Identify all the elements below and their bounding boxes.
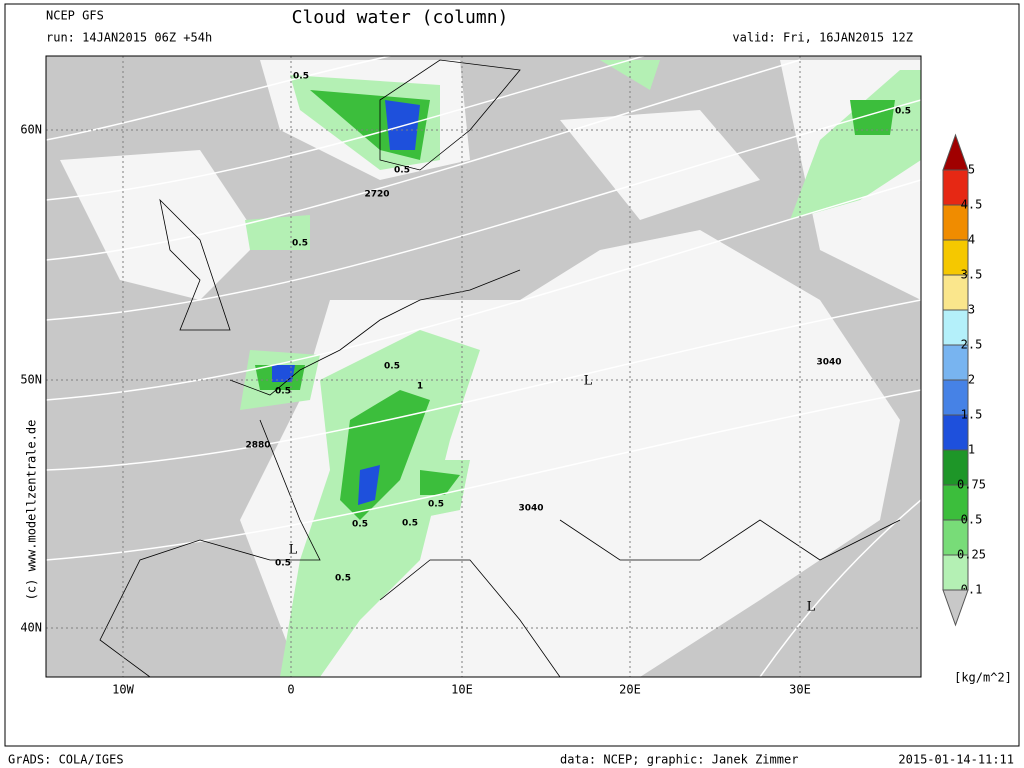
unit: [kg/m^2]	[954, 671, 1012, 685]
contour-label: 0.5	[428, 500, 444, 510]
contour-label: 0.5	[402, 519, 418, 529]
footer-middle: data: NCEP; graphic: Janek Zimmer	[560, 753, 798, 767]
run: run: 14JAN2015 06Z +54h	[46, 31, 212, 45]
title: Cloud water (column)	[292, 7, 509, 28]
colorbar-label: 3	[968, 303, 975, 317]
colorbar-box	[942, 344, 969, 381]
colorbar-box	[942, 274, 969, 311]
contour-label: 1	[417, 382, 423, 392]
frame	[4, 3, 1020, 747]
colorbar-label: 0.5	[961, 513, 983, 527]
contour-label: 0.5	[275, 559, 291, 569]
colorbar-box	[942, 519, 969, 556]
colorbar-label: 1.5	[961, 408, 983, 422]
contour-label: 2880	[245, 441, 270, 451]
contour-label: 0.5	[275, 387, 291, 397]
model: NCEP GFS	[46, 9, 104, 23]
low-marker: L	[807, 600, 816, 615]
lon-label: 30E	[789, 683, 811, 697]
colorbar-label: 0.25	[957, 548, 986, 562]
colorbar-box	[942, 204, 969, 241]
colorbar-label: 4.5	[961, 198, 983, 212]
footer-left: GrADS: COLA/IGES	[8, 753, 124, 767]
colorbar-label: 1	[968, 443, 975, 457]
contour-label: 0.5	[384, 362, 400, 372]
lon-label: 10W	[112, 683, 134, 697]
contour-label: 3040	[816, 358, 841, 368]
contour-label: 0.5	[352, 520, 368, 530]
contour-label: 0.5	[895, 107, 911, 117]
lon-label: 10E	[451, 683, 473, 697]
lon-label: 20E	[619, 683, 641, 697]
colorbar-box	[942, 484, 969, 521]
colorbar-label: 5	[968, 163, 975, 177]
colorbar-bottom	[942, 589, 969, 627]
colorbar-box	[942, 379, 969, 416]
lat-label: 50N	[20, 373, 42, 387]
contour-label: 2720	[364, 190, 389, 200]
colorbar-box	[942, 309, 969, 346]
colorbar-label: 2.5	[961, 338, 983, 352]
lon-label: 0	[287, 683, 294, 697]
colorbar-top	[942, 133, 969, 171]
valid: valid: Fri, 16JAN2015 12Z	[732, 31, 913, 45]
lat-label: 40N	[20, 621, 42, 635]
lat-label: 60N	[20, 123, 42, 137]
low-marker: L	[584, 374, 593, 389]
contour-label: 3040	[518, 504, 543, 514]
low-marker: L	[289, 543, 298, 558]
colorbar-label: 4	[968, 233, 975, 247]
colorbar-label: 0.75	[957, 478, 986, 492]
contour-label: 0.5	[292, 239, 308, 249]
credit: (c) www.modellzentrale.de	[25, 420, 39, 601]
colorbar-label: 3.5	[961, 268, 983, 282]
contour-label: 0.5	[293, 72, 309, 82]
footer-right: 2015-01-14-11:11	[898, 753, 1014, 767]
contour-label: 0.5	[394, 166, 410, 176]
colorbar-box	[942, 414, 969, 451]
map	[45, 55, 922, 678]
colorbar-box	[942, 449, 969, 486]
colorbar-label: 2	[968, 373, 975, 387]
contour-label: 0.5	[335, 574, 351, 584]
